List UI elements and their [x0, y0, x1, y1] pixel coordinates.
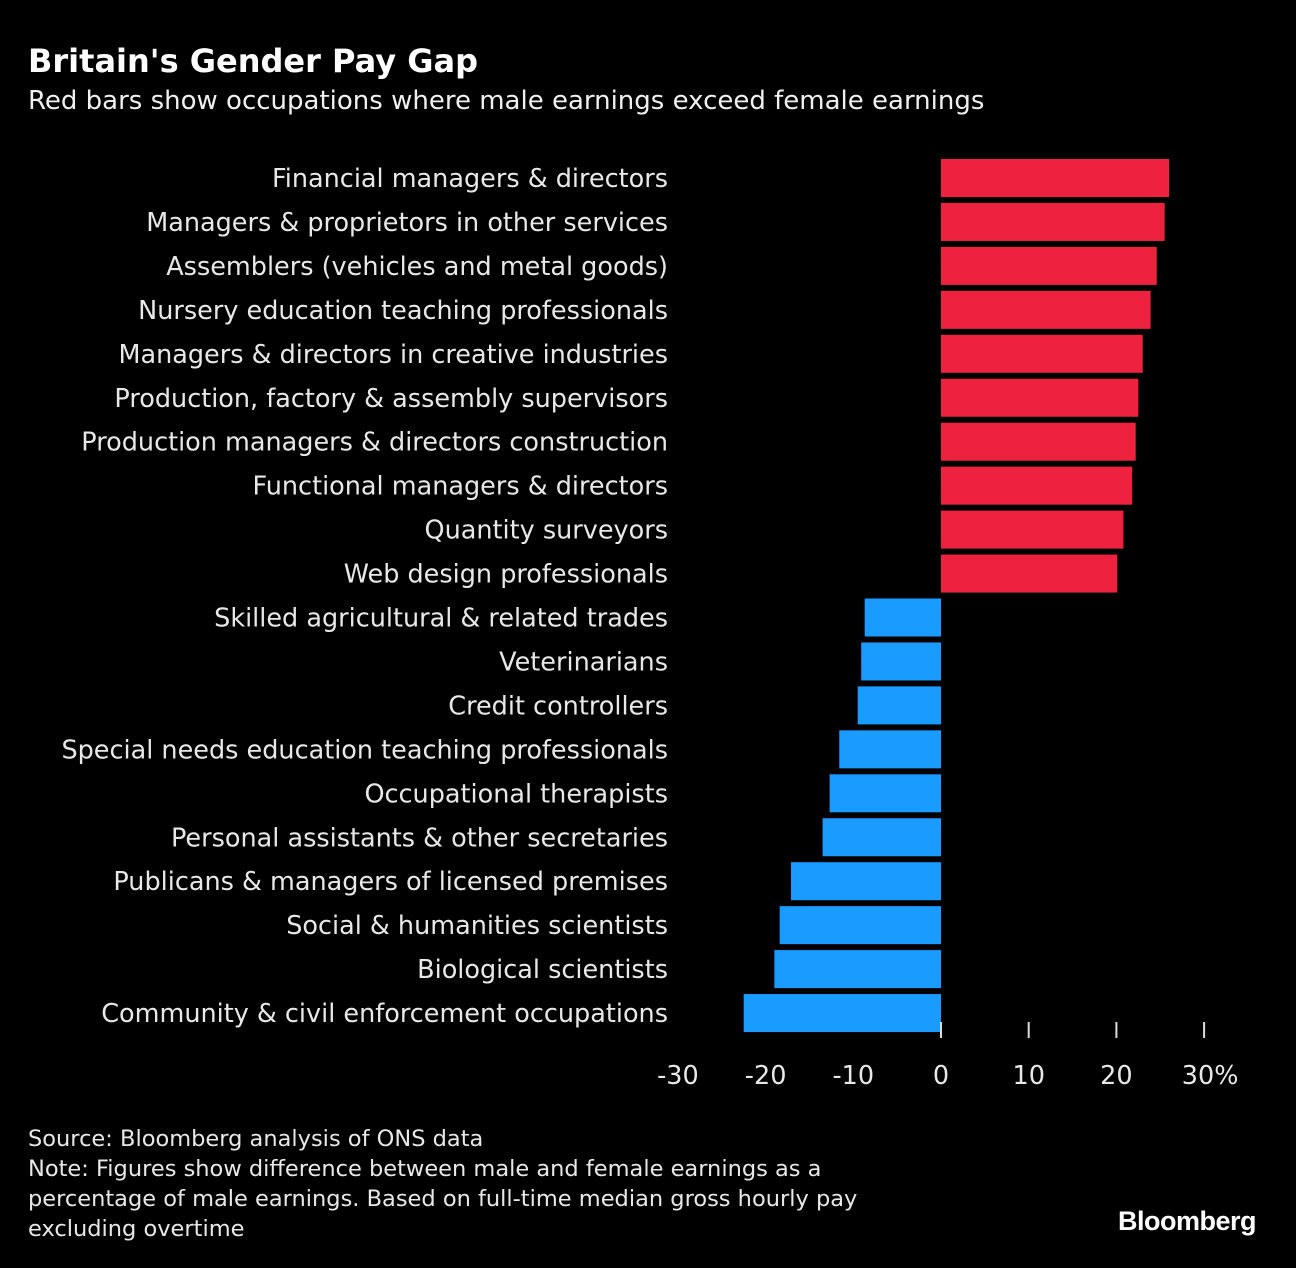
category-label: Functional managers & directors [252, 472, 668, 502]
bar [941, 466, 1133, 505]
category-label: Quantity surveyors [425, 516, 668, 546]
category-label: Veterinarians [499, 647, 668, 677]
category-label: Financial managers & directors [272, 164, 668, 194]
category-label: Nursery education teaching professionals [138, 296, 668, 326]
x-tick-label: 20 [1100, 1061, 1132, 1091]
bar [941, 290, 1151, 329]
bar [822, 818, 941, 857]
category-label: Production managers & directors construc… [81, 428, 668, 458]
source-note: Source: Bloomberg analysis of ONS data [28, 1126, 484, 1152]
bar [941, 554, 1118, 593]
bar [941, 246, 1157, 285]
x-tick-label: -30 [657, 1061, 699, 1091]
bar [864, 598, 941, 637]
category-label: Managers & directors in creative industr… [118, 340, 668, 370]
category-label: Publicans & managers of licensed premise… [113, 867, 668, 897]
category-label: Community & civil enforcement occupation… [101, 999, 668, 1029]
bar [861, 642, 941, 681]
x-tick-label: 30% [1182, 1061, 1239, 1091]
x-tick-label: 10 [1012, 1061, 1044, 1091]
chart-subtitle: Red bars show occupations where male ear… [28, 86, 985, 116]
bar [791, 862, 941, 901]
bar [941, 202, 1165, 241]
bar [774, 950, 941, 989]
category-label: Social & humanities scientists [286, 911, 668, 941]
bar [743, 994, 941, 1033]
category-label: Assemblers (vehicles and metal goods) [166, 252, 668, 282]
x-tick-label: -10 [832, 1061, 874, 1091]
bar [941, 510, 1124, 549]
category-label: Skilled agricultural & related trades [214, 604, 668, 634]
note-line-2: percentage of male earnings. Based on fu… [28, 1186, 858, 1212]
x-tick-label: -20 [745, 1061, 787, 1091]
bloomberg-logo: Bloomberg [1117, 1206, 1257, 1236]
bar [941, 422, 1136, 461]
bar [839, 730, 941, 769]
category-label: Occupational therapists [364, 779, 668, 809]
category-label: Biological scientists [417, 955, 668, 985]
category-label: Special needs education teaching profess… [61, 735, 668, 765]
x-tick-label: 0 [933, 1061, 949, 1091]
category-label: Managers & proprietors in other services [146, 208, 668, 238]
category-label: Production, factory & assembly superviso… [114, 384, 668, 414]
bar [779, 906, 941, 945]
note-line-1: Note: Figures show difference between ma… [28, 1156, 822, 1182]
category-label: Personal assistants & other secretaries [171, 823, 668, 853]
bar [829, 774, 941, 813]
note-line-3: excluding overtime [28, 1216, 245, 1242]
category-label: Web design professionals [344, 560, 668, 590]
category-label: Credit controllers [448, 691, 668, 721]
bar [941, 334, 1143, 373]
bar [857, 686, 941, 725]
bar [941, 159, 1170, 197]
chart-title: Britain's Gender Pay Gap [28, 42, 479, 80]
bar [941, 378, 1139, 417]
